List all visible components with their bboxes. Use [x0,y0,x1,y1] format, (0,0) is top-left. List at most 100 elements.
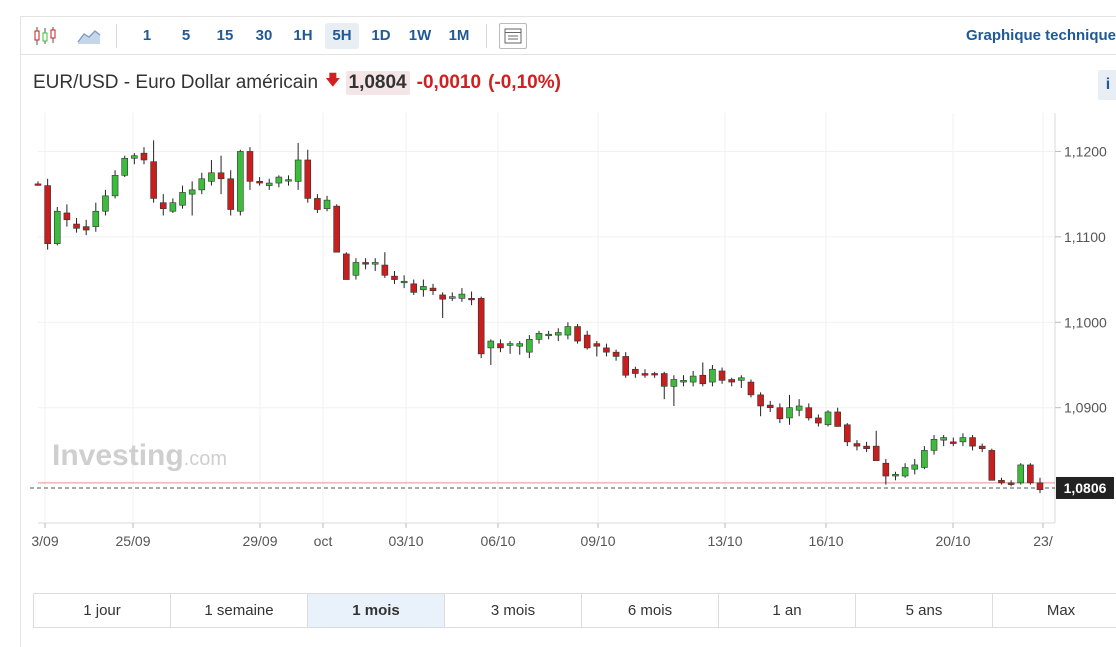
x-tick-label: 06/10 [480,533,515,549]
candle-body [670,379,678,387]
range-button-6[interactable]: 1 an [719,594,856,627]
x-tick-label: oct [314,533,333,549]
indicators-icon[interactable] [499,22,527,49]
candle-body [458,293,466,299]
candlestick-chart-icon[interactable] [30,23,60,49]
candle-body [159,202,167,209]
candle-body [863,445,870,449]
candle-body [323,199,331,209]
candle-body [959,437,967,443]
price-change: -0,0010 [416,71,482,93]
candle-body [217,172,225,180]
candle-body [237,151,244,212]
interval-button-30[interactable]: 30 [255,27,273,44]
candle-body [1036,482,1044,490]
candle-body [34,183,42,186]
range-button-5[interactable]: 6 mois [582,594,719,627]
candle-body [988,450,996,481]
interval-button-1[interactable]: 1 [142,27,152,44]
candle-body [738,377,745,381]
candle-body [111,175,119,197]
y-tick-label: 1,0900 [1064,400,1107,416]
candle-body [63,212,71,221]
range-button-7[interactable]: 5 ans [856,594,993,627]
candle-body [795,405,803,411]
candle-body [593,343,601,347]
info-icon[interactable]: i [1098,70,1116,100]
area-chart-icon[interactable] [74,23,104,49]
x-tick-label: 23/ [1033,533,1053,549]
candle-body [246,151,254,182]
candle-body [92,210,100,227]
x-tick-label: 03/10 [388,533,423,549]
candle-body [150,161,157,199]
instrument-header: EUR/USD - Euro Dollar américain 🡇 1,0804… [33,70,561,95]
candle-body [487,340,495,349]
candle-body [468,298,475,301]
chart-toolbar: 1 5 15 30 1H 5H 1D 1W 1M Graphique technique [20,17,1116,55]
candle-body [198,178,206,191]
candle-body [1017,464,1025,484]
candlestick-chart[interactable]: 3/09 25/09 29/09 oct 03/10 06/10 09/10 13/10 16/… [0,0,1116,590]
candle-body [343,253,350,280]
candle-body [333,205,340,253]
candle-body [901,467,909,477]
interval-button-5h[interactable]: 5H [325,22,359,49]
interval-button-1d[interactable]: 1D [371,27,391,44]
candle-body [188,189,196,195]
interval-button-5[interactable]: 5 [181,27,191,44]
technical-chart-link[interactable]: Graphique technique [965,27,1116,44]
candle-body [603,347,610,353]
candle-body [1007,482,1015,485]
x-tick-label: 16/10 [808,533,843,549]
candle-body [728,379,735,383]
candle-body [632,368,639,374]
down-arrow-icon: 🡇 [325,72,341,89]
candle-body [651,373,658,376]
y-tick-label: 1,1200 [1064,143,1107,159]
last-price-label: 1,0806 [1064,480,1107,496]
candle-body [805,407,813,419]
candle-body [477,298,485,355]
candle-body [535,333,543,340]
candle-body [641,373,649,376]
range-button-4[interactable]: 3 mois [445,594,582,627]
interval-button-1h[interactable]: 1H [293,27,313,44]
instrument-name: EUR/USD - Euro Dollar américain [33,71,319,93]
candle-body [410,283,418,293]
toolbar-separator [486,23,487,48]
candle-body [921,450,928,468]
candle-body [449,296,456,299]
candle-body [179,192,186,206]
interval-button-15[interactable]: 15 [216,27,234,44]
range-button-1[interactable]: 1 jour [34,594,171,627]
x-tick-label: 09/10 [580,533,615,549]
candle-body [545,333,552,337]
y-tick-label: 1,1000 [1064,314,1107,330]
candle-body [391,275,398,280]
candle-body [911,464,919,470]
candle-body [227,178,234,210]
interval-button-1m[interactable]: 1M [448,27,470,44]
candle-body [978,445,986,449]
candle-body [275,176,283,184]
candle-body [969,437,976,447]
range-button-3[interactable]: 1 mois [308,594,445,627]
candle-body [420,286,427,291]
candle-body [950,441,957,444]
candle-body [294,159,302,182]
candle-body [872,445,880,461]
range-button-2[interactable]: 1 semaine [171,594,308,627]
candle-body [660,373,668,387]
candle-body [786,407,793,419]
candle-body [824,411,832,426]
candle-body [718,370,726,381]
candle-body [121,157,128,176]
interval-group: 1 5 15 30 1H 5H 1D 1W 1M [127,22,478,49]
range-button-8[interactable]: Max [1046,602,1076,619]
candle-body [304,159,312,199]
candle-body [429,287,437,291]
candle-body [53,210,61,244]
interval-button-1w[interactable]: 1W [408,27,432,44]
time-range-selector: 1 jour 1 semaine 1 mois 3 mois 6 mois 1 an 5 a… [33,593,1116,628]
